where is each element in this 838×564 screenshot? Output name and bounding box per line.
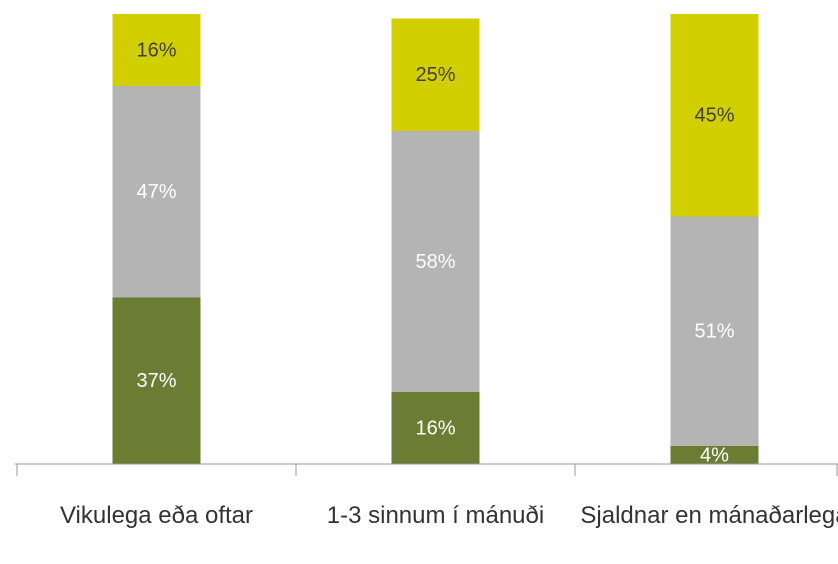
data-label: 16% [415, 417, 455, 439]
data-label: 25% [415, 64, 455, 86]
data-label: 4% [700, 444, 729, 466]
bar-segment [112, 14, 201, 86]
data-label: 45% [694, 105, 734, 127]
bar-segment [670, 14, 759, 217]
x-tick-label: 1-3 sinnum í mánuði [326, 502, 545, 529]
bar-segment [112, 86, 201, 298]
bar-segment [670, 446, 759, 464]
data-label: 37% [136, 370, 176, 392]
bar-segment [391, 392, 480, 464]
bar-segment [670, 216, 759, 446]
data-label: 47% [136, 181, 176, 203]
bar-segment [112, 297, 201, 464]
data-label: 58% [415, 251, 455, 273]
bar-segment [391, 131, 480, 392]
bar-segment [391, 18, 480, 131]
data-label: 51% [694, 321, 734, 343]
x-tick-label: Vikulega eða oftar [59, 502, 254, 529]
data-label: 16% [136, 39, 176, 61]
x-tick-label: Sjaldnar en mánaðarlega [580, 502, 838, 529]
